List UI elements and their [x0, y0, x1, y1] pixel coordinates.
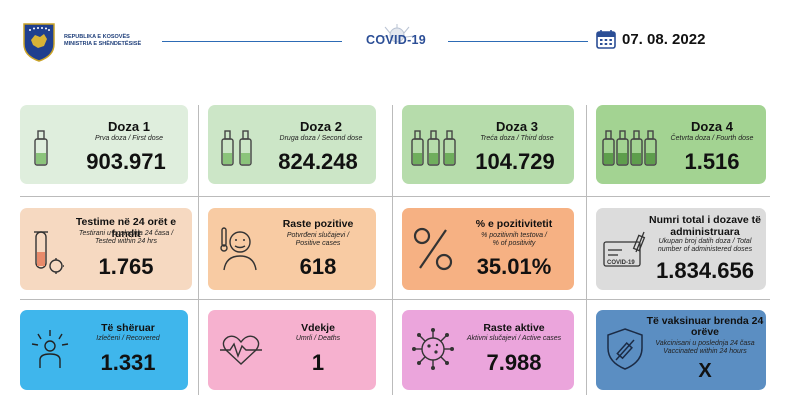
deaths-title: Vdekje	[301, 322, 335, 334]
shield-syringe-icon	[607, 328, 643, 370]
vial-icon	[34, 130, 48, 166]
covid-label: COVID-19	[366, 33, 427, 47]
total-doses-card: COVID-19 Numri total i dozave të adminis…	[596, 208, 766, 290]
dose-4-title: Doza 4	[660, 119, 764, 134]
dose-4-card: Doza 4 Četvrta doza / Fourth dose 1.516	[596, 105, 766, 184]
dose-1-value: 903.971	[86, 149, 166, 174]
dose-4-subtitle: Četvrta doza / Fourth dose	[670, 135, 754, 142]
vaccinated-24h-subtitle-2: Vaccinated within 24 hours	[663, 348, 747, 355]
deaths-value: 1	[311, 350, 325, 375]
dose-3-subtitle: Treća doza / Third dose	[480, 135, 554, 142]
tests-title: Testime në 24 orët e fundit	[75, 216, 177, 240]
dose-number: 2	[334, 119, 342, 134]
tests-value: 1.765	[98, 254, 154, 279]
positive-cases-subtitle-1: Potvrđeni slučajevi /	[286, 232, 350, 239]
active-cases-subtitle: Aktivni slučajevi / Active cases	[466, 335, 562, 342]
tests-subtitle-1: Testirani u poslednja 24 časa /	[78, 230, 174, 237]
active-cases-title: Raste aktive	[483, 322, 545, 334]
test-tube-virus-icon	[34, 231, 64, 274]
total-doses-title: Numri total i dozave të administruara	[648, 214, 762, 238]
org-line-1: REPUBLIKA E KOSOVËS	[64, 34, 130, 40]
positivity-subtitle-2: % of positivity	[492, 240, 536, 247]
dose-label: Doza	[496, 119, 528, 134]
total-doses-subtitle-1: Ukupan broj datih doza / Total	[658, 238, 752, 245]
column-divider	[586, 105, 587, 395]
organization-name: REPUBLIKA E KOSOVËS MINISTRIA E SHËNDETË…	[64, 34, 141, 47]
total-doses-value: 1.834.656	[656, 258, 754, 283]
vaccine-certificate-icon: COVID-19	[603, 231, 646, 267]
dose-label: Doza	[691, 119, 723, 134]
dose-1-subtitle: Prva doza / First dose	[94, 135, 164, 142]
virus-icon	[379, 24, 415, 43]
column-divider	[198, 105, 199, 395]
tests-card: Testime në 24 orët e fundit Testirani u …	[20, 208, 192, 290]
total-doses-subtitle-2: number of administered doses	[657, 246, 753, 253]
vaccinated-24h-card: Të vaksinuar brenda 24 orëve Vakcinisani…	[596, 310, 766, 390]
header: REPUBLIKA E KOSOVËS MINISTRIA E SHËNDETË…	[0, 0, 789, 80]
dose-number: 1	[142, 119, 150, 134]
active-cases-card: Raste aktive Aktivni slučajevi / Active …	[402, 310, 574, 390]
vials-3-icon	[411, 130, 456, 166]
dose-number: 4	[725, 119, 733, 134]
recovered-subtitle: Izlečeni / Recovered	[96, 335, 160, 342]
certificate-label: COVID-19	[607, 260, 635, 266]
dose-4-value: 1.516	[684, 149, 740, 174]
vials-2-icon	[221, 130, 252, 166]
vaccinated-24h-value: X	[698, 360, 712, 382]
vaccinated-24h-title: Të vaksinuar brenda 24 orëve	[646, 315, 764, 338]
row-divider	[20, 196, 770, 197]
deaths-card: Vdekje Umrli / Deaths 1	[208, 310, 376, 390]
dose-label: Doza	[300, 119, 332, 134]
positivity-subtitle-1: % pozitivnih testova /	[481, 232, 547, 239]
dose-3-value: 104.729	[475, 149, 555, 174]
header-divider-left	[162, 41, 342, 42]
positive-cases-value: 618	[299, 254, 337, 279]
dose-number: 3	[530, 119, 538, 134]
positive-cases-card: Raste pozitive Potvrđeni slučajevi / Pos…	[208, 208, 376, 290]
vials-4-icon	[602, 130, 657, 166]
kosovo-coat-of-arms-icon	[23, 23, 55, 62]
heartbeat-icon	[220, 335, 262, 365]
dose-3-card: Doza 3 Treća doza / Third dose 104.729	[402, 105, 574, 184]
org-line-2: MINISTRIA E SHËNDETËSISË	[64, 40, 142, 47]
recovered-value: 1.331	[100, 350, 156, 375]
dose-2-card: Doza 2 Druga doza / Second dose 824.248	[208, 105, 376, 184]
dose-3-title: Doza 3	[462, 119, 572, 134]
dose-2-value: 824.248	[278, 149, 358, 174]
deaths-subtitle: Umrli / Deaths	[295, 335, 341, 342]
recovered-card: Të shëruar Izlečeni / Recovered 1.331	[20, 310, 188, 390]
positive-cases-title: Raste pozitive	[282, 218, 354, 230]
dose-1-title: Doza 1	[74, 119, 184, 134]
dose-1-card: Doza 1 Prva doza / First dose 903.971	[20, 105, 188, 184]
positive-cases-subtitle-2: Positive cases	[295, 240, 341, 247]
calendar-icon	[596, 30, 616, 49]
sick-person-icon	[220, 227, 257, 271]
dose-2-title: Doza 2	[268, 119, 374, 134]
header-divider-right	[448, 41, 588, 42]
percent-icon	[413, 227, 453, 271]
recovered-title: Të shëruar	[101, 322, 155, 334]
positivity-value: 35.01%	[476, 254, 552, 279]
active-cases-value: 7.988	[486, 350, 542, 375]
recovered-person-icon	[31, 330, 69, 368]
positivity-card: % e pozitivitetit % pozitivnih testova /…	[402, 208, 574, 290]
row-divider	[20, 299, 770, 300]
positivity-title: % e pozitivitetit	[475, 218, 553, 230]
vaccinated-24h-subtitle-1: Vakcinisani u poslednja 24 časa	[655, 340, 755, 347]
report-date: 07. 08. 2022	[622, 31, 706, 48]
virus-icon	[412, 328, 454, 370]
dose-label: Doza	[108, 119, 140, 134]
tests-subtitle-2: Tested within 24 hrs	[95, 238, 157, 245]
dose-2-subtitle: Druga doza / Second dose	[279, 135, 363, 142]
column-divider	[392, 105, 393, 395]
